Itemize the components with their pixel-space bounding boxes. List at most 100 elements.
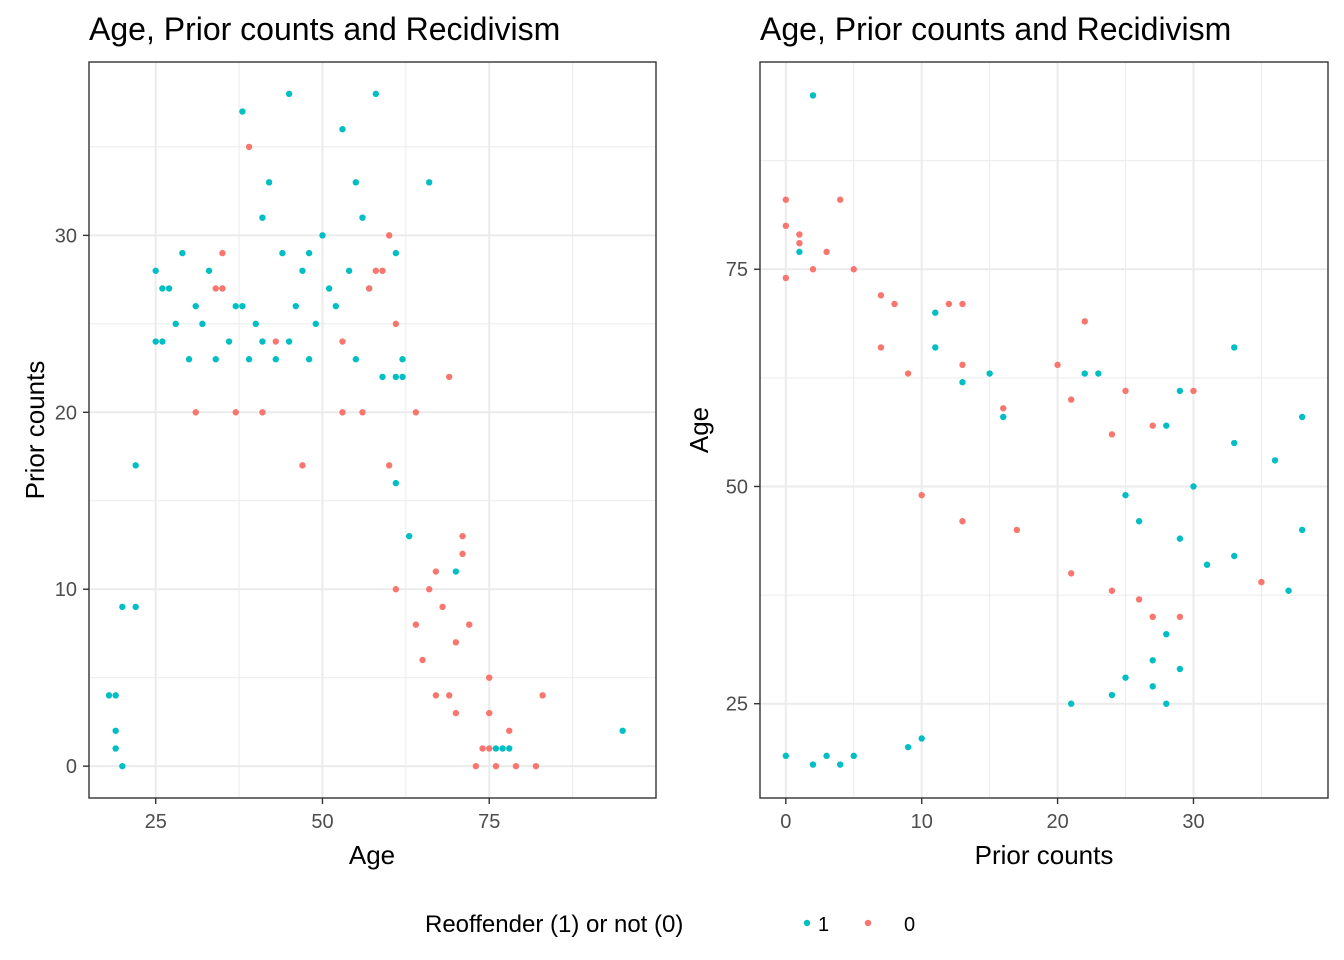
right-panel-background — [760, 62, 1328, 798]
left-point-series-1 — [259, 338, 266, 345]
left-point-series-0 — [339, 338, 346, 345]
left-point-series-0 — [379, 267, 386, 274]
left-point-series-1 — [259, 214, 266, 221]
left-point-series-1 — [232, 302, 239, 310]
left-point-series-1 — [426, 179, 433, 186]
right-point-series-0 — [782, 196, 790, 203]
left-point-series-1 — [285, 338, 293, 345]
right-point-series-1 — [1176, 387, 1184, 395]
right-point-series-0 — [959, 300, 966, 308]
left-point-series-0 — [459, 550, 466, 558]
right-point-series-0 — [959, 518, 966, 525]
right-point-series-1 — [1176, 665, 1184, 673]
left-point-series-1 — [305, 356, 313, 363]
left-point-series-1 — [299, 267, 306, 274]
left-point-series-0 — [385, 232, 393, 239]
left-x-tick-label: 25 — [145, 811, 167, 833]
left-point-series-1 — [506, 745, 513, 752]
left-point-series-0 — [245, 143, 253, 151]
right-y-axis-title: Age — [684, 407, 714, 453]
legend-label-0: 0 — [904, 914, 915, 936]
left-point-series-0 — [192, 409, 199, 416]
right-y-tick-label: 75 — [726, 259, 748, 281]
right-point-series-1 — [1163, 422, 1170, 429]
left-point-series-0 — [486, 709, 493, 717]
left-point-series-0 — [486, 745, 493, 752]
left-point-series-1 — [619, 727, 626, 734]
right-point-series-1 — [1298, 526, 1306, 534]
right-point-series-0 — [782, 222, 790, 229]
right-point-series-0 — [959, 361, 966, 369]
right-point-series-1 — [904, 743, 912, 751]
left-chart: Age, Prior counts and Recidivism 25 50 75 0… — [20, 11, 657, 870]
right-point-series-0 — [1190, 387, 1197, 395]
right-point-series-0 — [1067, 570, 1075, 577]
right-point-series-1 — [932, 344, 939, 351]
left-point-series-1 — [392, 373, 400, 381]
right-point-series-0 — [1000, 405, 1007, 412]
left-point-series-0 — [412, 409, 420, 416]
left-point-series-1 — [152, 338, 159, 345]
right-x-tick-label: 10 — [911, 811, 933, 833]
right-x-axis-title: Prior counts — [975, 840, 1114, 870]
left-point-series-1 — [392, 479, 400, 487]
left-point-series-1 — [339, 126, 346, 133]
left-point-series-1 — [352, 179, 360, 186]
left-point-series-1 — [492, 745, 500, 752]
right-point-series-1 — [823, 752, 830, 760]
left-point-series-0 — [232, 409, 239, 416]
right-point-series-1 — [1163, 700, 1170, 707]
right-point-series-1 — [1081, 370, 1088, 377]
left-panel-border — [88, 61, 657, 799]
right-point-series-0 — [877, 292, 885, 299]
left-y-tick-label: 10 — [55, 579, 77, 601]
right-point-series-1 — [1149, 657, 1156, 664]
left-point-series-1 — [332, 302, 340, 310]
right-y-tick-label: 25 — [726, 694, 748, 716]
right-point-series-0 — [1108, 431, 1116, 438]
left-point-series-0 — [219, 285, 226, 292]
left-point-series-1 — [392, 249, 400, 257]
left-point-series-1 — [165, 285, 173, 292]
right-y-tick-label: 50 — [726, 476, 748, 498]
right-point-series-0 — [1149, 422, 1156, 429]
legend-title: Reoffender (1) or not (0) — [425, 911, 683, 938]
left-point-series-1 — [272, 356, 279, 363]
right-point-series-1 — [1000, 413, 1007, 421]
left-y-axis-title: Prior counts — [20, 361, 50, 500]
right-point-series-0 — [1176, 613, 1184, 621]
left-point-series-1 — [132, 462, 139, 469]
right-point-series-0 — [782, 274, 790, 282]
left-point-series-0 — [486, 674, 493, 681]
left-point-series-1 — [312, 320, 319, 328]
right-point-series-1 — [932, 309, 939, 316]
right-x-tick-label: 30 — [1182, 811, 1204, 833]
left-point-series-1 — [112, 745, 119, 752]
left-point-series-1 — [359, 214, 366, 221]
left-point-series-1 — [345, 267, 353, 274]
left-panel-background — [89, 62, 656, 798]
right-point-series-1 — [809, 761, 817, 768]
right-point-series-0 — [877, 344, 885, 351]
right-chart-title: Age, Prior counts and Recidivism — [760, 11, 1231, 47]
right-point-series-1 — [1285, 587, 1292, 594]
right-point-series-1 — [1176, 535, 1184, 542]
left-point-series-0 — [259, 409, 266, 416]
left-point-series-1 — [159, 338, 166, 345]
right-point-series-1 — [1067, 700, 1075, 707]
right-panel-border — [759, 61, 1329, 799]
left-point-series-1 — [499, 745, 506, 752]
right-point-series-0 — [1122, 387, 1129, 395]
left-point-series-0 — [392, 586, 400, 593]
left-y-tick-label: 0 — [66, 756, 77, 778]
left-chart-title: Age, Prior counts and Recidivism — [89, 11, 560, 47]
left-x-tick-label: 75 — [478, 811, 500, 833]
left-point-series-1 — [245, 356, 253, 363]
left-point-series-0 — [452, 639, 460, 646]
left-point-series-1 — [112, 692, 119, 699]
left-point-series-0 — [432, 692, 440, 699]
left-x-tick-label: 50 — [311, 811, 333, 833]
left-point-series-1 — [265, 179, 273, 186]
left-point-series-0 — [512, 762, 520, 770]
right-x-tick-label: 0 — [780, 811, 791, 833]
